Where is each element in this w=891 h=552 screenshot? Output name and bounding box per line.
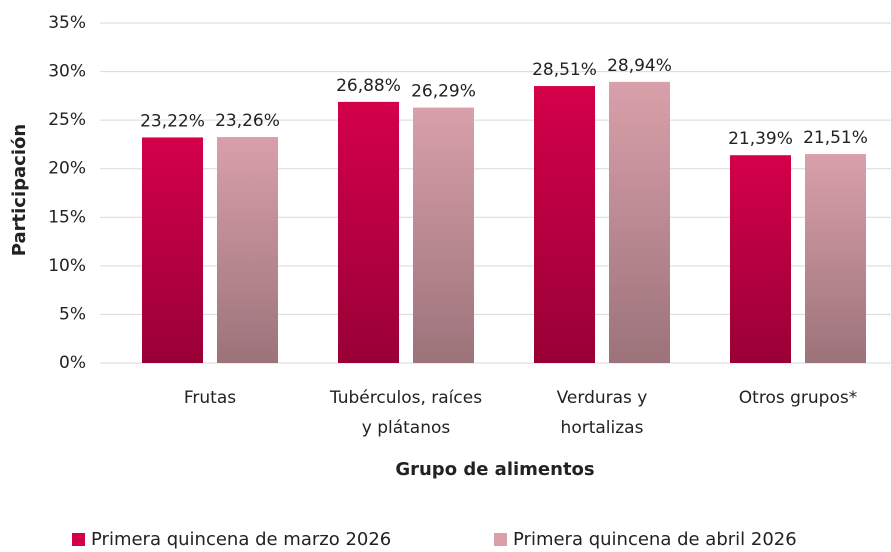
value-label: 21,51% xyxy=(803,128,868,148)
bar xyxy=(805,154,866,363)
bar xyxy=(534,86,595,363)
y-tick-label: 10% xyxy=(48,256,86,276)
value-label: 26,29% xyxy=(411,82,476,102)
bar xyxy=(217,137,278,363)
y-tick-label: 15% xyxy=(48,207,86,227)
legend-swatch xyxy=(72,533,85,546)
bar xyxy=(609,81,670,364)
y-tick-label: 5% xyxy=(59,304,86,324)
bar xyxy=(730,155,791,363)
value-label: 28,94% xyxy=(607,56,672,76)
y-tick-label: 25% xyxy=(48,110,86,130)
legend-swatch xyxy=(494,533,507,546)
bar xyxy=(413,107,474,364)
x-tick-label: Tubérculos, raíces y plátanos xyxy=(329,388,482,438)
y-tick-label: 35% xyxy=(48,13,86,33)
value-label: 26,88% xyxy=(336,76,401,96)
bar xyxy=(142,137,203,363)
legend-label: Primera quincena de abril 2026 xyxy=(513,529,797,550)
x-tick-label: Frutas xyxy=(184,388,236,408)
value-label: 21,39% xyxy=(728,129,793,149)
value-label: 23,22% xyxy=(140,111,205,131)
value-label: 28,51% xyxy=(532,60,597,80)
value-label: 23,26% xyxy=(215,111,280,131)
x-tick-label: Otros grupos* xyxy=(739,388,857,408)
y-axis-title: Participación xyxy=(9,124,30,256)
x-tick-label: Verduras y hortalizas xyxy=(557,388,648,438)
bar xyxy=(338,101,399,363)
x-axis-title: Grupo de alimentos xyxy=(395,459,594,480)
y-tick-label: 0% xyxy=(59,353,86,373)
y-tick-label: 30% xyxy=(48,62,86,82)
y-tick-label: 20% xyxy=(48,159,86,179)
legend-label: Primera quincena de marzo 2026 xyxy=(91,529,391,550)
